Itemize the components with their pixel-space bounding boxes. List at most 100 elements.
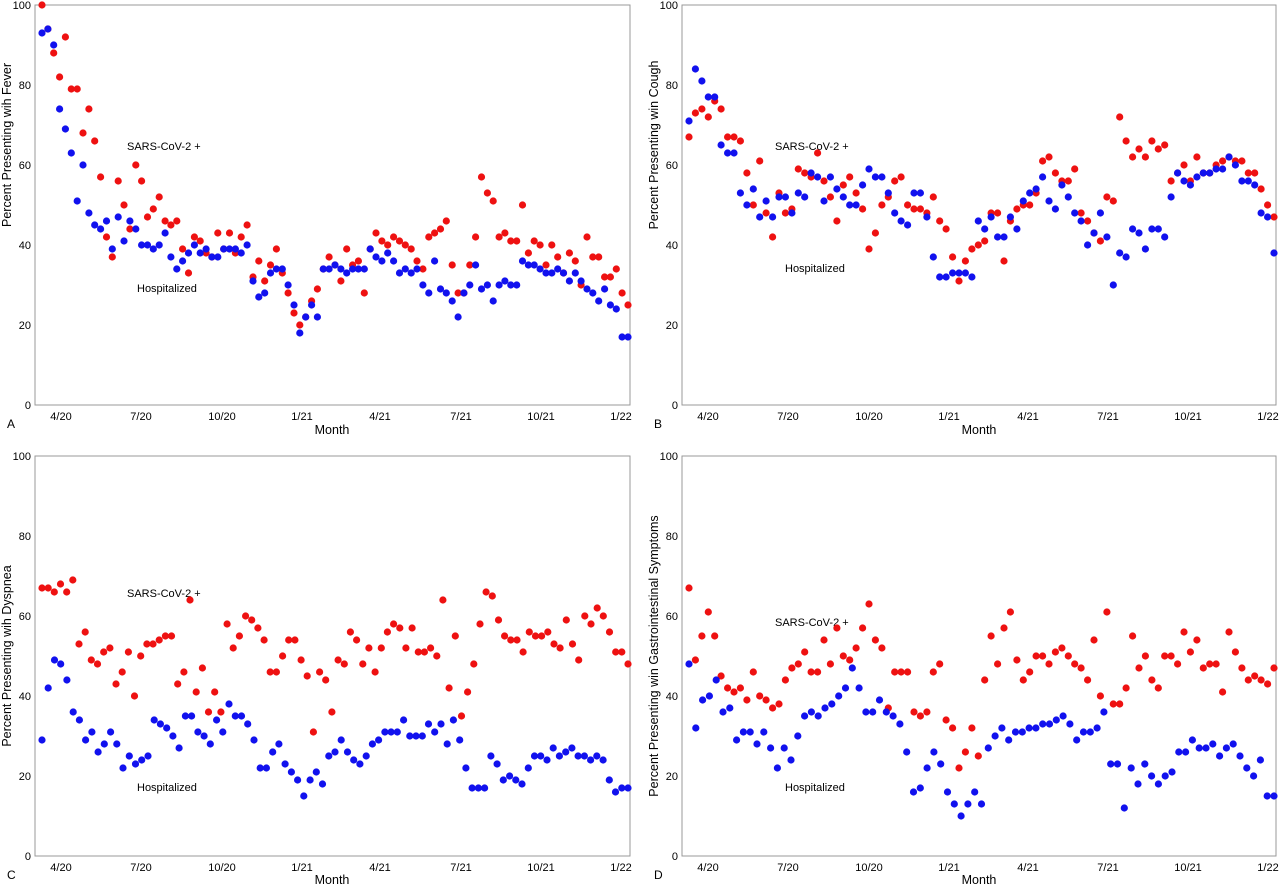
data-point-hosp (331, 261, 339, 269)
data-point-hosp (188, 712, 196, 720)
data-point-hosp (61, 125, 69, 133)
data-point-hosp (537, 752, 545, 760)
data-point-hosp (94, 748, 102, 756)
data-point-sars (501, 229, 509, 237)
data-point-hosp (1270, 249, 1278, 257)
data-point-sars (488, 592, 496, 600)
data-point-hosp (378, 257, 386, 265)
data-point-hosp (50, 41, 58, 49)
data-point-hosp (237, 712, 246, 720)
data-point-hosp (882, 708, 890, 716)
data-point-sars (618, 648, 626, 656)
data-point-sars (762, 696, 770, 704)
data-point-hosp (219, 728, 227, 736)
data-point-sars (595, 253, 603, 261)
data-point-hosp (909, 788, 918, 796)
data-point-sars (1174, 660, 1182, 668)
data-point-hosp (855, 684, 863, 692)
data-point-sars (186, 596, 194, 604)
x-tick-label: 4/21 (1017, 862, 1038, 874)
data-point-hosp (393, 728, 401, 736)
annotation-sars-cov-2: SARS-CoV-2 + (127, 141, 201, 153)
x-tick-label: 1/21 (938, 862, 959, 874)
data-point-hosp (739, 728, 748, 736)
data-point-sars (237, 233, 245, 241)
data-point-hosp (349, 265, 357, 273)
data-point-hosp (852, 201, 860, 209)
data-point-hosp (466, 281, 474, 289)
data-point-sars (1161, 652, 1169, 660)
data-point-hosp (312, 768, 320, 776)
data-point-sars (587, 620, 595, 628)
data-point-sars (865, 245, 873, 253)
y-axis-title: Percent Presenting wih Fever (0, 63, 14, 227)
data-point-sars (79, 129, 87, 137)
y-tick-label: 40 (666, 240, 678, 252)
data-point-hosp (1019, 197, 1027, 205)
data-point-sars (436, 225, 445, 233)
data-point-sars (974, 241, 982, 249)
data-point-sars (743, 696, 751, 704)
data-point-hosp (711, 93, 719, 101)
data-point-hosp (1219, 165, 1227, 173)
data-point-hosp (1209, 740, 1217, 748)
data-point-sars (531, 632, 540, 640)
x-tick-labels: 4/20 7/20 10/20 1/21 4/21 7/21 10/21 1/2… (50, 411, 631, 423)
data-point-hosp (294, 776, 302, 784)
data-point-sars (184, 269, 193, 277)
data-point-sars (910, 708, 918, 716)
data-point-hosp (493, 760, 501, 768)
x-tick-label: 4/21 (1017, 411, 1038, 423)
y-tick-label: 100 (660, 0, 678, 12)
data-point-sars (794, 660, 802, 668)
data-point-hosp (91, 221, 99, 229)
x-tick-label: 7/20 (777, 862, 798, 874)
data-point-sars (923, 708, 931, 716)
data-point-sars (102, 233, 111, 241)
data-point-hosp (155, 241, 163, 249)
data-point-sars (383, 628, 391, 636)
data-point-sars (427, 644, 435, 652)
y-tick-labels: 0 20 40 60 80 100 (660, 451, 678, 863)
data-point-hosp (38, 29, 46, 37)
data-point-sars (536, 241, 544, 249)
data-point-sars (1026, 668, 1034, 676)
data-points (685, 65, 1278, 289)
data-point-sars (174, 680, 182, 688)
data-point-sars (120, 201, 128, 209)
data-point-sars (149, 640, 157, 648)
data-point-sars (1270, 213, 1278, 221)
data-point-hosp (343, 269, 351, 277)
data-point-sars (519, 648, 527, 656)
data-point-hosp (384, 249, 392, 257)
data-point-hosp (390, 257, 398, 265)
data-point-sars (316, 668, 324, 676)
data-point-hosp (161, 229, 169, 237)
data-point-sars (942, 225, 950, 233)
data-point-hosp (150, 716, 158, 724)
data-point-sars (354, 257, 362, 265)
data-point-sars (606, 273, 615, 281)
data-point-sars (466, 261, 474, 269)
data-point-sars (936, 217, 944, 225)
plot-frame (34, 455, 631, 857)
data-point-sars (448, 261, 456, 269)
data-point-hosp (705, 692, 714, 700)
data-point-hosp (1093, 724, 1101, 732)
data-point-hosp (916, 189, 925, 197)
x-tick-labels: 4/20 7/20 10/20 1/21 4/21 7/21 10/21 1/2… (50, 862, 631, 874)
data-point-sars (781, 209, 790, 217)
data-point-sars (501, 632, 509, 640)
data-point-sars (568, 640, 577, 648)
data-point-sars (749, 201, 757, 209)
data-point-sars (513, 636, 521, 644)
data-point-sars (1013, 205, 1021, 213)
data-point-hosp (767, 744, 775, 752)
data-point-hosp (577, 277, 585, 285)
x-tick-label: 7/21 (450, 862, 471, 874)
data-point-hosp (1186, 181, 1194, 189)
data-point-sars (575, 656, 583, 664)
data-point-sars (414, 648, 422, 656)
data-point-sars (1122, 684, 1130, 692)
